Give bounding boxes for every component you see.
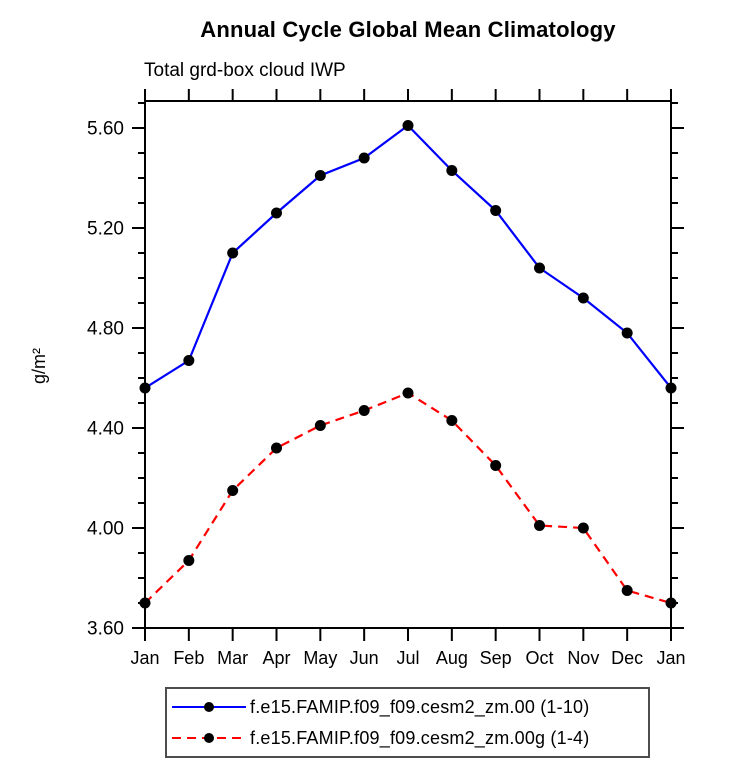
- x-tick-label: Apr: [262, 648, 290, 668]
- plot-frame: [144, 100, 672, 629]
- legend-box: f.e15.FAMIP.f09_f09.cesm2_zm.00 (1-10) f…: [165, 687, 650, 758]
- data-point-marker: [227, 485, 239, 496]
- data-point-marker: [314, 420, 326, 431]
- y-tick-label: 4.40: [87, 419, 124, 440]
- data-point-marker: [183, 355, 195, 366]
- x-tick-label: Jul: [396, 648, 419, 668]
- data-point-marker: [446, 415, 458, 426]
- data-point-marker: [227, 247, 239, 259]
- chart-title: Annual Cycle Global Mean Climatology: [200, 17, 616, 42]
- data-point-marker: [490, 460, 502, 471]
- series-line-1: [144, 391, 672, 605]
- legend-item-cesm2-zm-00: f.e15.FAMIP.f09_f09.cesm2_zm.00 (1-10): [167, 692, 648, 723]
- x-tick-label: Jun: [350, 648, 379, 668]
- data-point-marker: [402, 120, 414, 131]
- legend-marker-dot: [204, 702, 214, 712]
- data-point-marker: [534, 520, 545, 531]
- series-line-0: [144, 124, 672, 389]
- y-tick-label: 3.60: [87, 619, 124, 640]
- data-point-marker: [665, 382, 677, 394]
- data-point-marker: [621, 327, 633, 339]
- x-tick-label: Mar: [217, 648, 248, 668]
- chart-subtitle: Total grd-box cloud IWP: [144, 60, 346, 81]
- plot-area: Jan Feb Mar Apr May Jun Jul Aug Sep Oct Nov Dec Jan 3…: [29, 89, 686, 668]
- data-point-marker: [402, 387, 414, 399]
- data-point-marker: [139, 597, 151, 609]
- data-point-marker: [577, 292, 589, 304]
- x-tick-label: Feb: [173, 648, 204, 668]
- data-point-marker: [358, 152, 370, 164]
- legend-line-sample-solid: [172, 702, 246, 712]
- x-tick-label: Aug: [436, 648, 468, 668]
- data-point-marker: [271, 442, 282, 454]
- legend-marker-dot: [204, 733, 214, 743]
- data-point-marker: [665, 597, 677, 609]
- data-point-marker: [577, 522, 589, 534]
- y-tick-label: 5.20: [87, 219, 124, 240]
- data-point-marker: [534, 262, 545, 274]
- data-point-marker: [271, 207, 282, 219]
- data-point-marker: [490, 205, 502, 216]
- legend-item-cesm2-zm-00g: f.e15.FAMIP.f09_f09.cesm2_zm.00g (1-4): [167, 723, 648, 754]
- y-tick-label: 4.00: [87, 519, 124, 540]
- data-point-marker: [358, 405, 370, 416]
- y-tick-label: 4.80: [87, 319, 124, 340]
- x-tick-label: May: [303, 648, 337, 668]
- data-point-marker: [183, 555, 195, 566]
- legend-label: f.e15.FAMIP.f09_f09.cesm2_zm.00g (1-4): [250, 727, 590, 748]
- x-tick-label: Dec: [611, 648, 643, 668]
- x-tick-label: Jan: [130, 648, 159, 668]
- data-point-marker: [314, 170, 326, 181]
- legend-line-sample-dashed: [172, 733, 246, 743]
- data-point-marker: [621, 585, 633, 596]
- data-point-marker: [446, 165, 458, 176]
- y-axis-label: g/m²: [29, 348, 49, 384]
- x-tick-label: Nov: [567, 648, 599, 668]
- data-point-marker: [139, 382, 151, 394]
- y-tick-label: 5.60: [87, 119, 124, 140]
- x-tick-label: Sep: [480, 648, 512, 668]
- legend-label: f.e15.FAMIP.f09_f09.cesm2_zm.00 (1-10): [250, 696, 590, 717]
- x-tick-label: Jan: [656, 648, 685, 668]
- x-tick-label: Oct: [525, 648, 553, 668]
